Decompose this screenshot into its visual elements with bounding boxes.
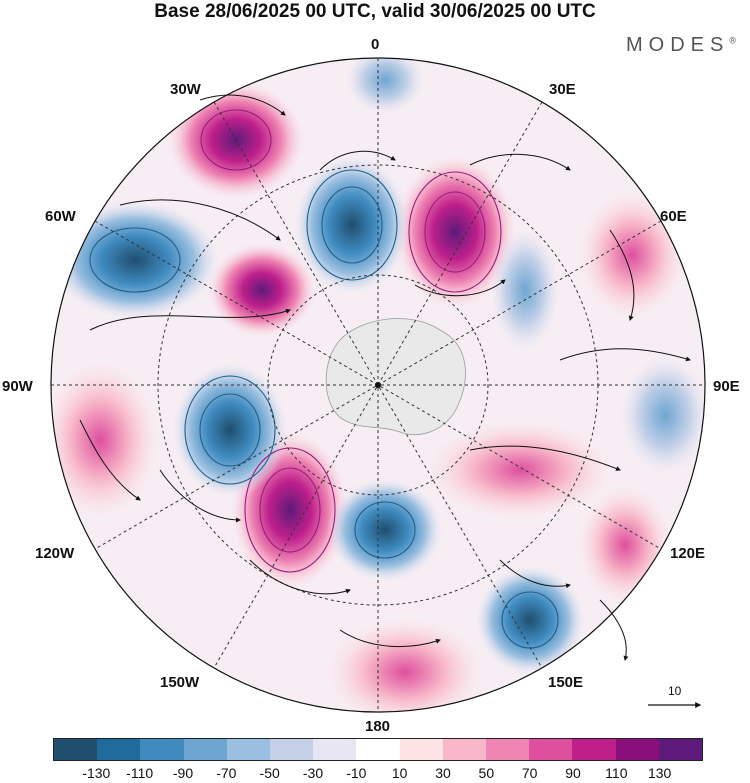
colorbar-tick-label: 30	[435, 765, 451, 781]
colorbar-swatch	[399, 739, 443, 760]
colorbar-swatch	[572, 739, 616, 760]
colorbar-swatch	[140, 739, 184, 760]
lon-label-180: 180	[365, 718, 391, 735]
reference-vector-label: 10	[668, 684, 682, 698]
lon-label-150w: 150W	[160, 674, 200, 691]
lon-label-120e: 120E	[670, 545, 706, 562]
wind-streamlines	[79, 94, 691, 661]
anomaly-negative	[475, 565, 585, 675]
lon-label-30e: 30E	[549, 81, 576, 98]
anomaly-negative	[345, 58, 425, 115]
anomaly-negative	[327, 478, 443, 582]
colorbar-tick-label: 50	[478, 765, 495, 781]
lon-label-30w: 30W	[170, 81, 201, 98]
colorbar-tick-label: 130	[647, 765, 672, 781]
colorbar-swatch	[486, 739, 530, 760]
colorbar-tick-label: -30	[302, 765, 324, 781]
colorbar-tick-label: -10	[346, 765, 367, 781]
colorbar-ticks: -130 -110 -90 -70 -50 -30 -10 10 30 50 70 90 110 130	[0, 765, 750, 783]
south-pole-marker	[375, 382, 381, 388]
anomaly-negative	[294, 155, 410, 295]
anomaly-positive	[577, 190, 687, 320]
colorbar-swatch	[356, 739, 400, 760]
anomaly-negative	[51, 200, 220, 320]
colorbar-swatch	[442, 739, 487, 760]
anomaly-positive	[393, 154, 517, 310]
colorbar-swatch	[313, 739, 357, 760]
anomaly-negative	[172, 362, 288, 498]
lon-label-90w: 90W	[2, 378, 33, 395]
colorbar-tick-label: -50	[259, 765, 280, 781]
lon-label-60e: 60E	[660, 208, 687, 225]
colorbar-swatch	[183, 739, 227, 760]
modes-logo: MODES®	[626, 34, 736, 56]
lon-label-60w: 60W	[45, 208, 76, 225]
lon-label-90e: 90E	[713, 378, 740, 395]
colorbar-tick-label: -110	[126, 765, 154, 781]
colorbar-swatch	[658, 739, 703, 760]
colorbar-swatch	[529, 739, 573, 760]
anomaly-positive	[577, 485, 673, 605]
antarctica-landmass	[325, 318, 466, 436]
colorbar-tick-label: 10	[391, 765, 408, 781]
anomaly-positive	[207, 242, 317, 338]
colorbar	[53, 738, 703, 761]
colorbar-tick-label: 70	[521, 765, 538, 781]
lon-label-150e: 150E	[548, 674, 584, 691]
colorbar-tick-label: -70	[216, 765, 237, 781]
map-title: Base 28/06/2025 00 UTC, valid 30/06/2025…	[154, 1, 596, 22]
anomaly-positive	[51, 360, 160, 520]
anomaly-positive	[425, 420, 615, 520]
colorbar-swatch	[615, 739, 659, 760]
colorbar-tick-label: 110	[605, 765, 628, 781]
lon-label-120w: 120W	[35, 545, 75, 562]
colorbar-swatch	[270, 739, 314, 760]
colorbar-tick-label: -130	[82, 765, 111, 781]
anomaly-negative	[490, 228, 560, 352]
contours	[89, 109, 559, 649]
colorbar-tick-label: -90	[172, 765, 194, 781]
map-border	[50, 57, 706, 713]
colorbar-swatch	[226, 739, 271, 760]
colorbar-tick-label: 90	[565, 765, 581, 781]
lon-label-0: 0	[371, 36, 380, 53]
colorbar-swatch	[54, 739, 98, 760]
anomaly-positive	[325, 617, 485, 712]
anomaly-field	[51, 58, 705, 712]
colorbar-swatch	[97, 739, 141, 760]
